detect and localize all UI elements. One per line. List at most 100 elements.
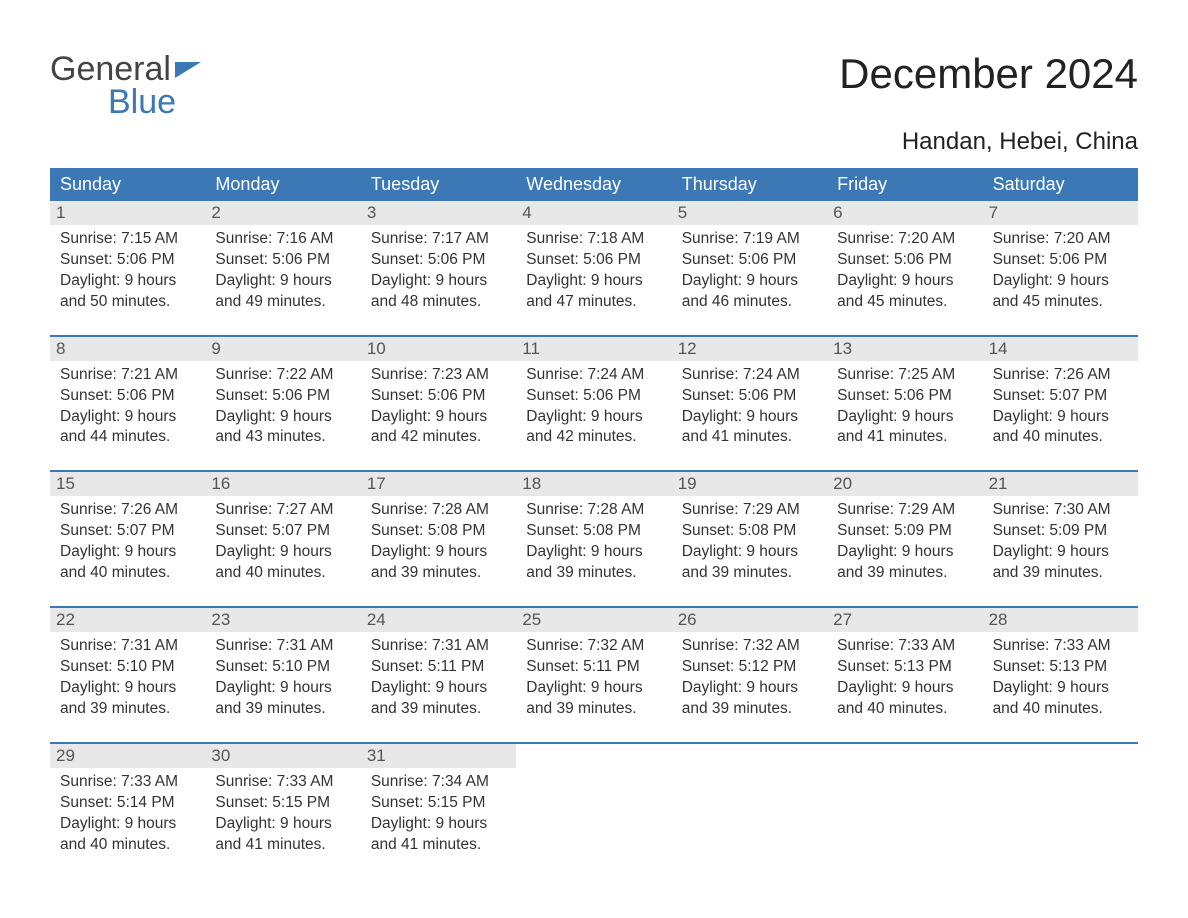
sunset-line: Sunset: 5:14 PM (60, 793, 195, 814)
day-cell: 2Sunrise: 7:16 AMSunset: 5:06 PMDaylight… (205, 201, 360, 323)
sunrise-line: Sunrise: 7:33 AM (215, 772, 350, 793)
sunset-line: Sunset: 5:06 PM (215, 250, 350, 271)
day-number: 9 (205, 337, 360, 361)
daylight-line-1: Daylight: 9 hours (215, 271, 350, 292)
daylight-line-2: and 39 minutes. (837, 563, 972, 584)
daylight-line-2: and 41 minutes. (371, 835, 506, 856)
day-cell: 27Sunrise: 7:33 AMSunset: 5:13 PMDayligh… (827, 608, 982, 730)
sunset-line: Sunset: 5:06 PM (371, 386, 506, 407)
daylight-line-1: Daylight: 9 hours (371, 542, 506, 563)
sunset-line: Sunset: 5:07 PM (215, 521, 350, 542)
daylight-line-1: Daylight: 9 hours (371, 407, 506, 428)
daylight-line-2: and 40 minutes. (60, 835, 195, 856)
day-cell (672, 744, 827, 866)
sunset-line: Sunset: 5:11 PM (371, 657, 506, 678)
day-cell: 29 Sunrise: 7:33 AMSunset: 5:14 PMDayligh… (50, 744, 205, 866)
sunrise-line: Sunrise: 7:19 AM (682, 229, 817, 250)
sunrise-line: Sunrise: 7:33 AM (60, 772, 195, 793)
day-cell: 31Sunrise: 7:34 AMSunset: 5:15 PMDayligh… (361, 744, 516, 866)
sunrise-line: Sunrise: 7:24 AM (682, 365, 817, 386)
sunset-line: Sunset: 5:13 PM (993, 657, 1128, 678)
daylight-line-1: Daylight: 9 hours (682, 407, 817, 428)
day-cell: 3Sunrise: 7:17 AMSunset: 5:06 PMDaylight… (361, 201, 516, 323)
daylight-line-1: Daylight: 9 hours (371, 678, 506, 699)
daylight-line-1: Daylight: 9 hours (371, 814, 506, 835)
day-cell: 4Sunrise: 7:18 AMSunset: 5:06 PMDaylight… (516, 201, 671, 323)
weekday-header-cell: Tuesday (361, 168, 516, 201)
daylight-line-2: and 39 minutes. (215, 699, 350, 720)
sunrise-line: Sunrise: 7:32 AM (682, 636, 817, 657)
sunrise-line: Sunrise: 7:27 AM (215, 500, 350, 521)
day-cell: 5Sunrise: 7:19 AMSunset: 5:06 PMDaylight… (672, 201, 827, 323)
day-cell: 11Sunrise: 7:24 AMSunset: 5:06 PMDayligh… (516, 337, 671, 459)
daylight-line-2: and 39 minutes. (993, 563, 1128, 584)
daylight-line-2: and 40 minutes. (60, 563, 195, 584)
daylight-line-2: and 39 minutes. (682, 563, 817, 584)
daylight-line-2: and 46 minutes. (682, 292, 817, 313)
daylight-line-1: Daylight: 9 hours (526, 407, 661, 428)
daylight-line-1: Daylight: 9 hours (993, 271, 1128, 292)
daylight-line-1: Daylight: 9 hours (837, 678, 972, 699)
daylight-line-2: and 47 minutes. (526, 292, 661, 313)
sunrise-line: Sunrise: 7:16 AM (215, 229, 350, 250)
day-cell: 12 Sunrise: 7:24 AMSunset: 5:06 PMDayligh… (672, 337, 827, 459)
daylight-line-1: Daylight: 9 hours (215, 678, 350, 699)
day-cell: 28Sunrise: 7:33 AMSunset: 5:13 PMDayligh… (983, 608, 1138, 730)
sunset-line: Sunset: 5:06 PM (993, 250, 1128, 271)
daylight-line-2: and 44 minutes. (60, 427, 195, 448)
weekday-header-cell: Friday (827, 168, 982, 201)
sunset-line: Sunset: 5:07 PM (60, 521, 195, 542)
sunset-line: Sunset: 5:09 PM (837, 521, 972, 542)
daylight-line-2: and 39 minutes. (60, 699, 195, 720)
day-number: 26 (672, 608, 827, 632)
day-cell: 16Sunrise: 7:27 AMSunset: 5:07 PMDayligh… (205, 472, 360, 594)
day-number: 17 (361, 472, 516, 496)
daylight-line-1: Daylight: 9 hours (837, 271, 972, 292)
day-cell: 21Sunrise: 7:30 AMSunset: 5:09 PMDayligh… (983, 472, 1138, 594)
weekday-header-cell: Thursday (672, 168, 827, 201)
daylight-line-2: and 41 minutes. (215, 835, 350, 856)
sunset-line: Sunset: 5:12 PM (682, 657, 817, 678)
sunset-line: Sunset: 5:06 PM (837, 386, 972, 407)
day-number: 11 (516, 337, 671, 361)
sunset-line: Sunset: 5:06 PM (526, 386, 661, 407)
daylight-line-2: and 45 minutes. (993, 292, 1128, 313)
day-cell (983, 744, 1138, 866)
daylight-line-1: Daylight: 9 hours (993, 407, 1128, 428)
daylight-line-2: and 39 minutes. (526, 699, 661, 720)
sunrise-line: Sunrise: 7:15 AM (60, 229, 195, 250)
day-cell: 26Sunrise: 7:32 AMSunset: 5:12 PMDayligh… (672, 608, 827, 730)
day-number: 7 (983, 201, 1138, 225)
day-number: 12 (672, 337, 827, 361)
sunrise-line: Sunrise: 7:20 AM (837, 229, 972, 250)
day-number: 10 (361, 337, 516, 361)
day-cell: 7Sunrise: 7:20 AMSunset: 5:06 PMDaylight… (983, 201, 1138, 323)
daylight-line-1: Daylight: 9 hours (215, 814, 350, 835)
sunset-line: Sunset: 5:06 PM (682, 386, 817, 407)
sunset-line: Sunset: 5:06 PM (60, 386, 195, 407)
week-row: 15Sunrise: 7:26 AMSunset: 5:07 PMDayligh… (50, 470, 1138, 594)
daylight-line-1: Daylight: 9 hours (837, 542, 972, 563)
day-cell: 23Sunrise: 7:31 AMSunset: 5:10 PMDayligh… (205, 608, 360, 730)
sunrise-line: Sunrise: 7:31 AM (215, 636, 350, 657)
daylight-line-1: Daylight: 9 hours (60, 814, 195, 835)
sunrise-line: Sunrise: 7:31 AM (371, 636, 506, 657)
day-number: 29 (50, 744, 205, 768)
daylight-line-1: Daylight: 9 hours (526, 271, 661, 292)
weekday-header-cell: Saturday (983, 168, 1138, 201)
day-number: 13 (827, 337, 982, 361)
sunrise-line: Sunrise: 7:17 AM (371, 229, 506, 250)
day-cell: 19Sunrise: 7:29 AMSunset: 5:08 PMDayligh… (672, 472, 827, 594)
sunrise-line: Sunrise: 7:26 AM (993, 365, 1128, 386)
logo-text-2: Blue (108, 83, 201, 122)
week-row: 29Sunrise: 7:33 AMSunset: 5:14 PMDayligh… (50, 742, 1138, 866)
daylight-line-2: and 39 minutes. (371, 699, 506, 720)
sunset-line: Sunset: 5:11 PM (526, 657, 661, 678)
daylight-line-1: Daylight: 9 hours (993, 542, 1128, 563)
sunset-line: Sunset: 5:06 PM (837, 250, 972, 271)
day-cell: 20Sunrise: 7:29 AMSunset: 5:09 PMDayligh… (827, 472, 982, 594)
day-number: 19 (672, 472, 827, 496)
sunrise-line: Sunrise: 7:29 AM (682, 500, 817, 521)
daylight-line-1: Daylight: 9 hours (60, 271, 195, 292)
sunset-line: Sunset: 5:15 PM (371, 793, 506, 814)
